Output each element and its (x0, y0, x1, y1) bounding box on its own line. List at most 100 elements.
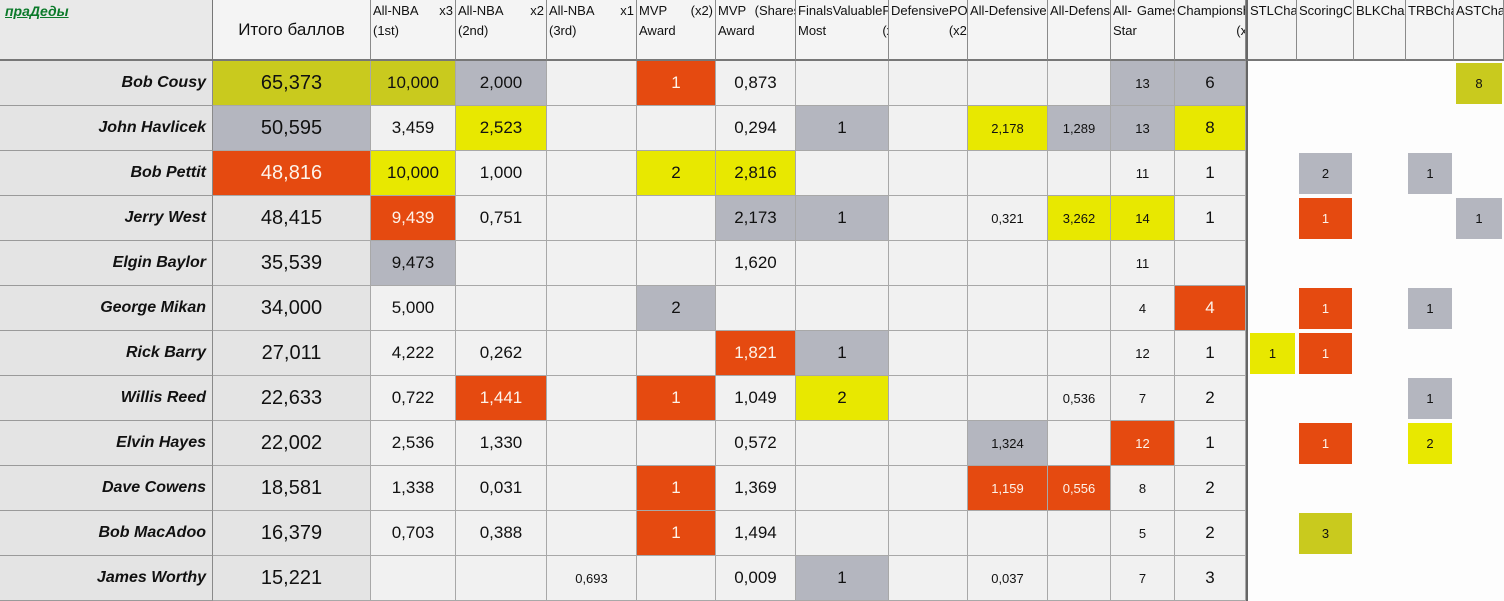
cell-nba1: 4,222 (371, 331, 456, 376)
column-header-text: POY (x2) (948, 3, 968, 38)
cell-blk (1354, 106, 1406, 151)
cell-nba1: 10,000 (371, 61, 456, 106)
cell-score: 65,373 (213, 61, 371, 106)
cell-mvp (637, 106, 716, 151)
column-header-text: MVP Award (718, 3, 755, 38)
cell-alldef1 (1048, 61, 1111, 106)
cell-mvp: 2 (637, 151, 716, 196)
cell-allstar: 7 (1111, 556, 1175, 601)
player-name: Jerry West (0, 196, 213, 241)
cell-nba2: 0,388 (456, 511, 547, 556)
cell-nba3 (547, 241, 637, 286)
cell-nba1: 9,473 (371, 241, 456, 286)
cell-dpoy (889, 421, 968, 466)
cell-nba3 (547, 511, 637, 556)
cell-nba3 (547, 466, 637, 511)
cell-dpoy (889, 196, 968, 241)
cell-champ: 4 (1175, 286, 1246, 331)
cell-ast (1454, 511, 1504, 556)
cell-nba2: 1,000 (456, 151, 547, 196)
cell-fmvp (796, 61, 889, 106)
cell-score: 22,633 (213, 376, 371, 421)
cell-allstar: 12 (1111, 421, 1175, 466)
cell-score: 22,002 (213, 421, 371, 466)
cell-nba3 (547, 376, 637, 421)
cell-score: 27,011 (213, 331, 371, 376)
cell-mvps: 1,494 (716, 511, 796, 556)
player-name: Rick Barry (0, 331, 213, 376)
cell-fmvp: 1 (796, 196, 889, 241)
column-header-text: Games (1136, 3, 1175, 18)
cell-alldefs (968, 61, 1048, 106)
column-header-champ: Championships (x3) (1175, 0, 1246, 61)
cell-allstar: 11 (1111, 241, 1175, 286)
cell-blk (1354, 556, 1406, 601)
cell-nba2: 0,262 (456, 331, 547, 376)
cell-trb: 1 (1406, 376, 1454, 421)
cell-stl (1246, 106, 1297, 151)
cell-trb (1406, 241, 1454, 286)
cell-mvp (637, 241, 716, 286)
cell-alldef1 (1048, 241, 1111, 286)
cell-score: 48,816 (213, 151, 371, 196)
cell-champ: 8 (1175, 106, 1246, 151)
cell-dpoy (889, 376, 968, 421)
cell-dpoy (889, 151, 968, 196)
cell-mvps: 1,369 (716, 466, 796, 511)
column-header-text: Finals Most (798, 3, 833, 38)
cell-dpoy (889, 466, 968, 511)
cell-mvp: 1 (637, 61, 716, 106)
column-header-text: Scoring (1299, 3, 1344, 18)
column-header-mvps: MVP Award(Shares) (716, 0, 796, 61)
column-header-text: (x2) (690, 3, 713, 18)
cell-stl (1246, 376, 1297, 421)
column-header-stl: STLChamp (1246, 0, 1297, 61)
cell-mvp: 1 (637, 376, 716, 421)
cell-blk (1354, 376, 1406, 421)
sheet-title: праДеды (5, 3, 69, 19)
cell-allstar: 12 (1111, 331, 1175, 376)
cell-ast (1454, 106, 1504, 151)
cell-allstar: 11 (1111, 151, 1175, 196)
player-name: James Worthy (0, 556, 213, 601)
sheet-title-link[interactable]: праДеды (0, 0, 213, 61)
cell-alldefs: 0,037 (968, 556, 1048, 601)
cell-ast (1454, 286, 1504, 331)
column-header-alldefs: All-Defensive(Shares/2) (968, 0, 1048, 61)
cell-nba1 (371, 556, 456, 601)
column-header-text: STL (1250, 3, 1274, 18)
cell-trb (1406, 556, 1454, 601)
column-header-text: Champ (1434, 3, 1453, 18)
column-header-text: (Shares) (754, 3, 795, 18)
cell-ast (1454, 331, 1504, 376)
cell-mvps: 0,294 (716, 106, 796, 151)
cell-fmvp: 1 (796, 556, 889, 601)
cell-ast (1454, 241, 1504, 286)
cell-nba2 (456, 286, 547, 331)
cell-fmvp: 2 (796, 376, 889, 421)
cell-allstar: 14 (1111, 196, 1175, 241)
cell-trb (1406, 331, 1454, 376)
column-header-text: Defensiv (1068, 3, 1110, 18)
cell-scor (1297, 376, 1354, 421)
cell-trb: 2 (1406, 421, 1454, 466)
cell-alldef1: 3,262 (1048, 196, 1111, 241)
column-header-text: Champ (1481, 3, 1503, 18)
cell-mvp: 1 (637, 466, 716, 511)
cell-scor (1297, 106, 1354, 151)
cell-nba2: 1,330 (456, 421, 547, 466)
cell-alldefs: 2,178 (968, 106, 1048, 151)
column-header-blk: BLKChamp (1354, 0, 1406, 61)
cell-stl (1246, 511, 1297, 556)
cell-fmvp (796, 511, 889, 556)
player-name: Willis Reed (0, 376, 213, 421)
cell-stl (1246, 556, 1297, 601)
cell-champ: 6 (1175, 61, 1246, 106)
cell-score: 16,379 (213, 511, 371, 556)
cell-champ: 1 (1175, 196, 1246, 241)
cell-nba3 (547, 151, 637, 196)
cell-nba2 (456, 241, 547, 286)
cell-nba3 (547, 286, 637, 331)
cell-mvp (637, 421, 716, 466)
